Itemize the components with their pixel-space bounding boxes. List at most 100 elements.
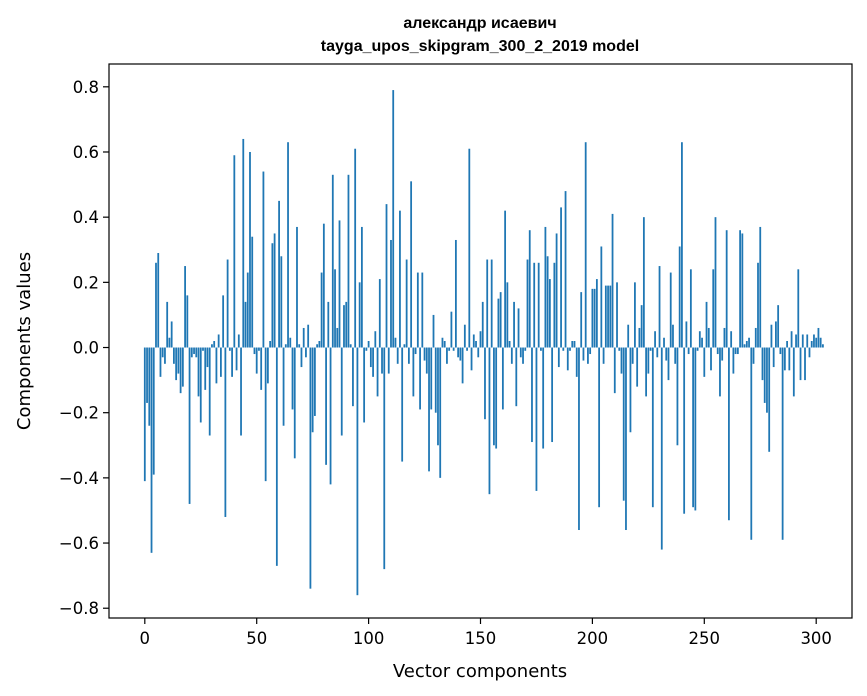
bar: [707, 327, 710, 348]
bar: [181, 347, 184, 387]
bar: [244, 301, 247, 348]
bar: [524, 347, 527, 351]
bar: [421, 272, 424, 348]
bar: [432, 314, 435, 348]
bar: [439, 347, 442, 478]
bar: [217, 334, 220, 348]
bar: [743, 344, 746, 348]
bar: [493, 347, 495, 446]
bar: [434, 347, 437, 413]
bar: [741, 233, 744, 348]
bar: [177, 347, 180, 374]
bar: [788, 347, 791, 371]
bar: [143, 347, 146, 482]
bar: [365, 347, 368, 351]
bar: [616, 282, 618, 348]
bar: [719, 347, 721, 397]
bar: [197, 347, 200, 397]
bar: [490, 259, 493, 348]
bar: [423, 347, 426, 361]
bar: [806, 334, 809, 348]
bar: [797, 269, 800, 348]
bar: [345, 301, 348, 348]
bar: [327, 301, 330, 348]
bar: [479, 331, 482, 348]
bar: [560, 207, 562, 348]
bar: [195, 347, 198, 358]
bar: [528, 230, 531, 348]
bar: [618, 347, 621, 351]
bar: [488, 347, 491, 495]
bar: [300, 347, 303, 368]
bar: [775, 321, 777, 348]
bar: [625, 347, 627, 531]
bar: [316, 344, 319, 348]
bar: [255, 347, 258, 374]
bar: [425, 347, 428, 374]
bar: [278, 200, 280, 348]
bar: [589, 347, 592, 355]
bar: [526, 259, 529, 348]
bar: [781, 347, 784, 540]
bar: [387, 347, 390, 374]
bar: [352, 347, 354, 407]
bar: [450, 311, 453, 348]
bar: [204, 347, 207, 390]
y-tick-label: 0.0: [73, 339, 99, 358]
bar: [251, 236, 254, 348]
bar: [430, 347, 433, 410]
x-axis-label: Vector components: [393, 661, 567, 682]
bar: [540, 347, 542, 351]
bar: [383, 347, 386, 570]
bar: [437, 347, 439, 446]
bar: [240, 347, 242, 436]
bar: [157, 253, 160, 348]
bar: [246, 272, 249, 348]
x-tick-label: 100: [353, 629, 385, 648]
bar: [349, 344, 352, 348]
bar: [631, 347, 634, 364]
bar: [822, 344, 824, 348]
bar: [703, 347, 706, 377]
bar: [224, 347, 227, 517]
chart-title-line-1: александр исаевич: [403, 15, 556, 32]
bar: [698, 331, 701, 348]
bar: [322, 223, 325, 348]
bar: [723, 327, 726, 348]
x-tick-label: 0: [140, 629, 151, 648]
bar: [253, 347, 256, 355]
bar: [674, 347, 677, 364]
bar: [799, 347, 802, 381]
bar: [208, 347, 211, 436]
bar: [170, 321, 173, 348]
bar: [598, 347, 601, 508]
bar: [159, 347, 162, 377]
y-tick-label: −0.6: [59, 534, 99, 553]
bar: [804, 347, 806, 381]
bar: [264, 347, 267, 482]
bar: [553, 262, 556, 348]
bar: [580, 292, 583, 348]
bar: [582, 347, 585, 361]
y-tick-label: 0.4: [73, 208, 99, 227]
bar: [739, 230, 741, 348]
chart-title-line-2: tayga_upos_skipgram_300_2_2019 model: [321, 38, 639, 55]
bar: [320, 272, 323, 348]
bar: [795, 334, 797, 348]
bar: [179, 347, 182, 394]
bar: [642, 217, 645, 348]
bar: [817, 327, 820, 348]
bar: [692, 347, 694, 508]
bar: [173, 347, 175, 364]
bar: [681, 142, 683, 348]
bar: [522, 347, 524, 364]
bar: [647, 347, 650, 374]
bar: [367, 341, 370, 348]
bar: [401, 347, 404, 462]
bar: [736, 347, 739, 355]
bar: [405, 259, 408, 348]
bar: [213, 341, 216, 348]
bar: [815, 337, 818, 348]
bar: [678, 246, 681, 348]
bar: [452, 347, 455, 351]
